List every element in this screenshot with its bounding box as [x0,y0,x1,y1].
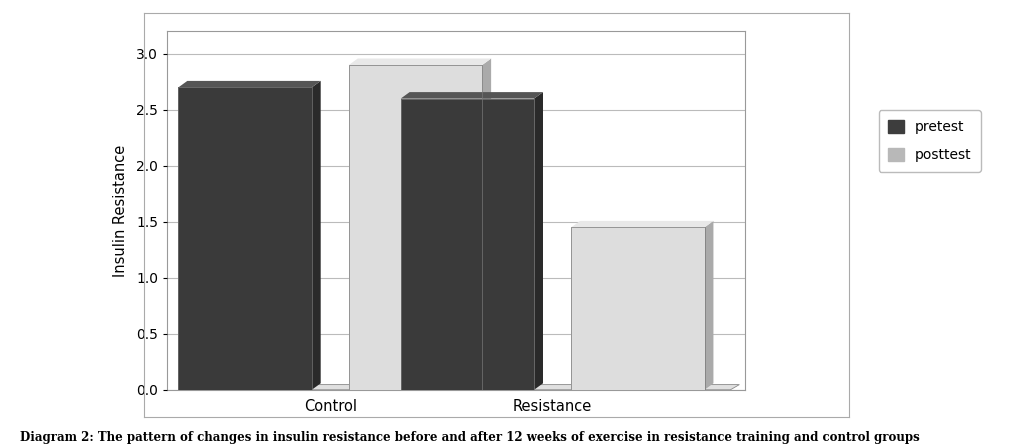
Polygon shape [705,221,714,390]
Polygon shape [178,87,312,390]
Polygon shape [534,92,544,390]
Polygon shape [571,227,705,390]
Polygon shape [401,92,544,99]
Legend: pretest, posttest: pretest, posttest [879,110,982,172]
Polygon shape [257,384,739,390]
Polygon shape [178,81,320,87]
Text: Diagram 2: The pattern of changes in insulin resistance before and after 12 week: Diagram 2: The pattern of changes in ins… [20,431,920,444]
Polygon shape [349,65,483,390]
Polygon shape [349,59,491,65]
Polygon shape [483,59,491,390]
Polygon shape [312,81,320,390]
Y-axis label: Insulin Resistance: Insulin Resistance [113,144,128,277]
Polygon shape [571,221,714,227]
Polygon shape [401,99,534,390]
